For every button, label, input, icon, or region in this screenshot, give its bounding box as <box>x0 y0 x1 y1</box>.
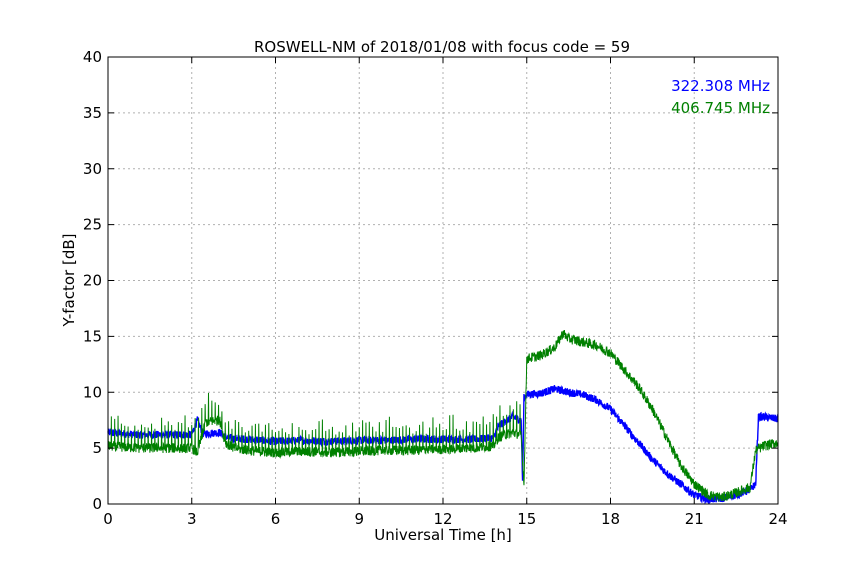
y-tick-label: 40 <box>83 48 102 66</box>
x-tick-label: 3 <box>187 510 197 528</box>
x-tick-label: 12 <box>433 510 452 528</box>
ticks: 0 3 6 9 12 15 18 21 24 0 5 10 15 20 25 30 35 40 <box>83 48 788 528</box>
x-axis-label: Universal Time [h] <box>374 526 512 544</box>
chart-title: ROSWELL-NM of 2018/01/08 with focus code… <box>254 38 630 56</box>
x-tick-label: 9 <box>354 510 364 528</box>
y-axis-label: Y-factor [dB] <box>60 233 78 327</box>
y-tick-label: 10 <box>83 383 102 401</box>
x-tick-label: 21 <box>685 510 704 528</box>
series-layer <box>107 329 779 505</box>
x-tick-label: 24 <box>768 510 787 528</box>
legend-entry: 406.745 MHz <box>671 99 770 117</box>
y-tick-label: 15 <box>83 327 102 345</box>
y-tick-label: 0 <box>92 495 102 513</box>
legend: 322.308 MHz 406.745 MHz <box>671 77 770 117</box>
series-line <box>107 329 779 502</box>
y-tick-label: 30 <box>83 160 102 178</box>
series-1 <box>107 329 779 502</box>
legend-entry: 322.308 MHz <box>671 77 770 95</box>
grid <box>108 57 778 504</box>
x-tick-label: 15 <box>517 510 536 528</box>
x-tick-label: 0 <box>103 510 113 528</box>
y-tick-label: 5 <box>92 439 102 457</box>
x-tick-label: 6 <box>271 510 281 528</box>
x-tick-label: 18 <box>601 510 620 528</box>
y-tick-label: 35 <box>83 104 102 122</box>
y-tick-label: 20 <box>83 272 102 290</box>
y-tick-label: 25 <box>83 216 102 234</box>
